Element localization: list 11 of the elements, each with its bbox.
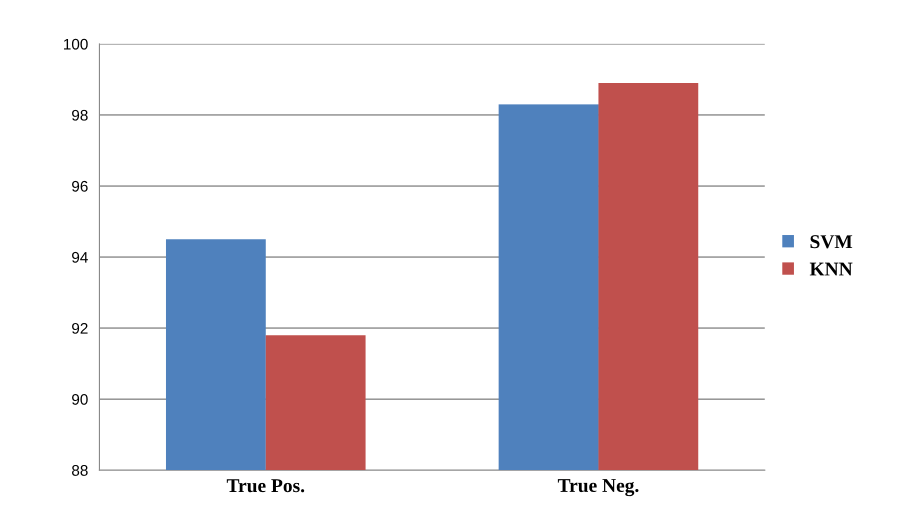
y-tick-label: 98 (72, 110, 88, 121)
y-tick-label: 88 (72, 465, 88, 476)
y-tick-label: 96 (72, 180, 88, 192)
y-tick-label: 100 (64, 38, 88, 50)
y-tick-label: 90 (72, 394, 88, 405)
legend-label: SVM (810, 235, 852, 248)
legend-label: KNN (810, 262, 852, 276)
y-tick-label: 94 (72, 252, 88, 263)
y-tick-label: 92 (72, 322, 88, 334)
x-tick-label: True Neg. (558, 479, 638, 496)
x-tick-label: True Pos. (226, 479, 304, 492)
